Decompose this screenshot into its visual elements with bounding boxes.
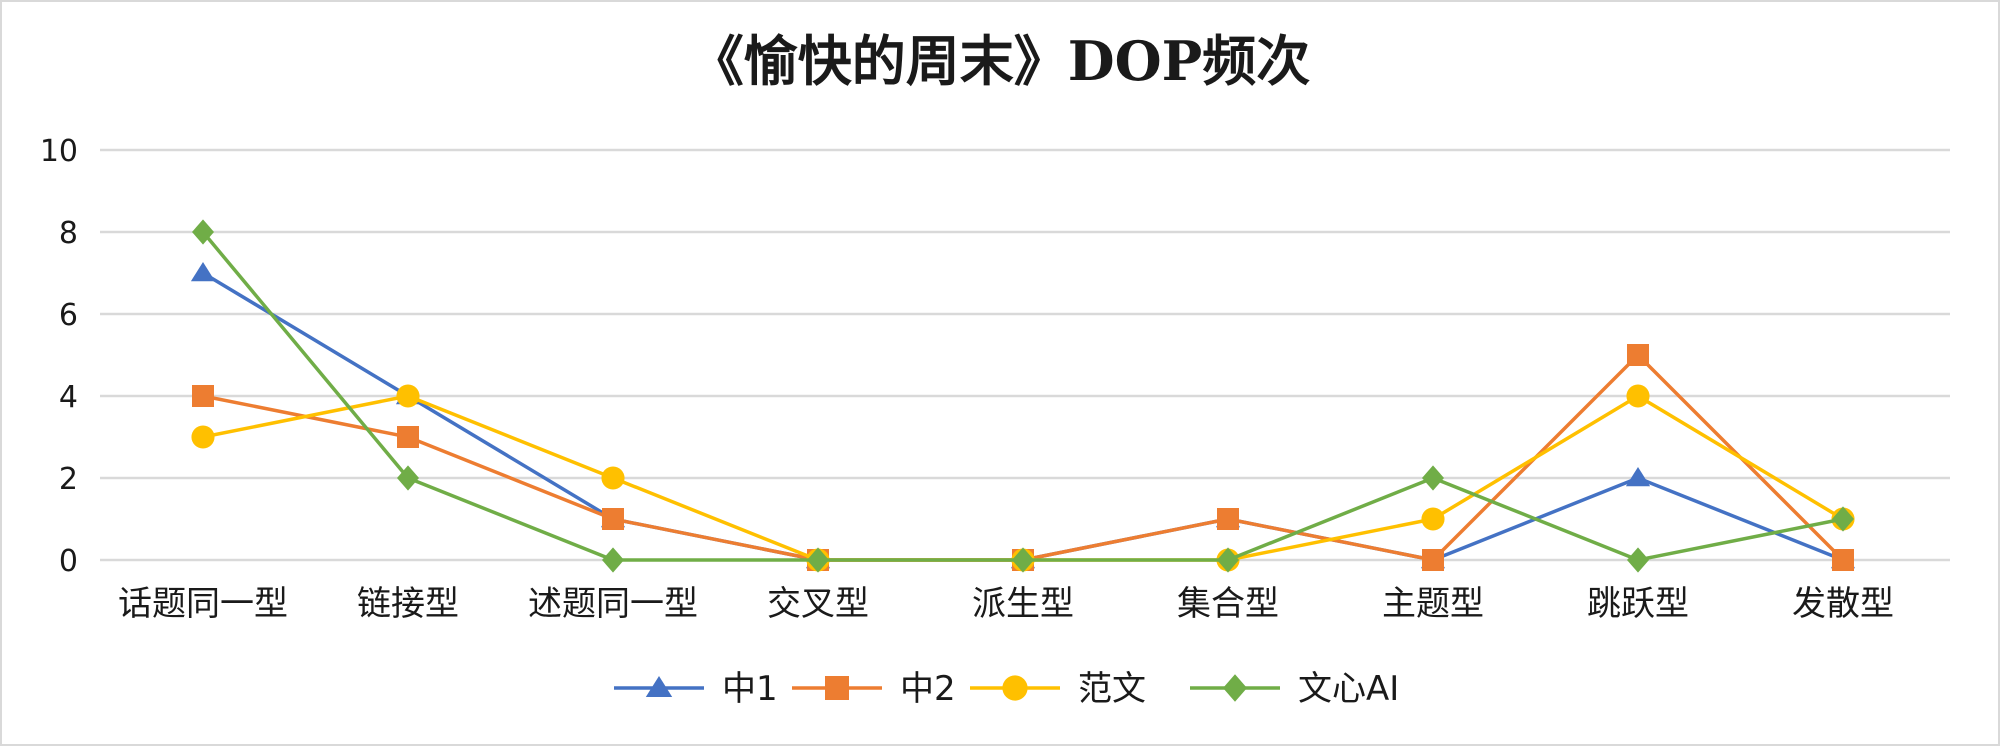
legend-item: 范文 (970, 669, 1146, 709)
marker-diamond (192, 219, 214, 245)
marker-square (1832, 549, 1854, 571)
x-category-label: 跳跃型 (1587, 584, 1689, 624)
marker-circle (1626, 384, 1650, 408)
marker-diamond (602, 547, 624, 573)
marker-triangle (190, 262, 216, 282)
x-category-label: 派生型 (972, 584, 1074, 624)
gridlines (100, 148, 1950, 562)
legend-label: 中2 (900, 669, 956, 709)
series-4 (192, 219, 1854, 573)
marker-circle (1002, 675, 1028, 701)
x-category-label: 述题同一型 (528, 584, 698, 624)
marker-diamond (1832, 506, 1854, 532)
y-tick-label: 10 (40, 134, 78, 169)
series-line (202, 353, 1845, 562)
marker-square (397, 426, 419, 448)
marker-triangle (645, 676, 673, 697)
x-category-label: 链接型 (357, 584, 459, 624)
legend-item: 文心AI (1190, 669, 1399, 709)
legend-label: 中1 (722, 669, 778, 709)
x-category-label: 话题同一型 (118, 584, 288, 624)
marker-diamond (807, 547, 829, 573)
legend-item: 中2 (792, 669, 956, 709)
y-tick-label: 4 (59, 380, 78, 415)
y-tick-label: 0 (59, 544, 78, 579)
marker-square (1422, 549, 1444, 571)
marker-square (602, 508, 624, 530)
chart-title: 《愉快的周末》DOP频次 (690, 29, 1310, 93)
y-axis-ticks: 0 2 4 6 8 10 (40, 134, 78, 579)
marker-circle (1421, 507, 1445, 531)
legend-label: 范文 (1078, 669, 1146, 709)
marker-diamond (1627, 547, 1649, 573)
x-category-label: 集合型 (1177, 584, 1279, 624)
marker-triangle (1625, 467, 1651, 487)
marker-square (192, 385, 214, 407)
y-tick-label: 6 (59, 298, 78, 333)
series-lines (190, 219, 1856, 573)
legend-label: 文心AI (1298, 669, 1399, 709)
marker-diamond (1217, 547, 1239, 573)
x-axis-labels: 话题同一型 链接型 述题同一型 交叉型 派生型 集合型 主题型 跳跃型 发散型 (118, 584, 1894, 624)
legend-item: 中1 (614, 669, 778, 709)
marker-square (1627, 344, 1649, 366)
series-line (202, 271, 1844, 562)
marker-circle (396, 384, 420, 408)
marker-circle (191, 425, 215, 449)
x-category-label: 交叉型 (767, 584, 869, 624)
marker-square (1217, 508, 1239, 530)
marker-square (825, 676, 849, 700)
marker-diamond (1422, 465, 1444, 491)
y-tick-label: 8 (59, 216, 78, 251)
series-2 (192, 344, 1854, 571)
marker-diamond (397, 465, 419, 491)
marker-diamond (1012, 547, 1034, 573)
y-tick-label: 2 (59, 462, 78, 497)
marker-diamond (1223, 674, 1247, 702)
x-category-label: 发散型 (1792, 584, 1894, 624)
marker-circle (601, 466, 625, 490)
x-category-label: 主题型 (1382, 584, 1484, 624)
legend: 中1 中2 范文 文心AI (614, 669, 1399, 709)
